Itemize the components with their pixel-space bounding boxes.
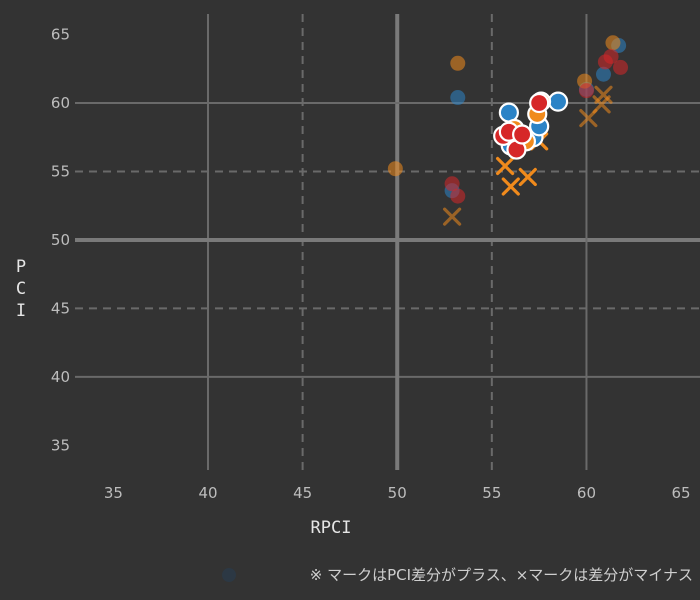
- x-tick-label: 60: [577, 484, 596, 502]
- x-tick-label: 50: [388, 484, 407, 502]
- footnote-circle-icon: [222, 568, 236, 582]
- y-tick-label: 55: [51, 162, 70, 180]
- y-axis-title-char: P: [16, 257, 26, 277]
- y-axis-title-char: C: [16, 279, 26, 299]
- x-tick-label: 40: [198, 484, 217, 502]
- footnote: ※ マークはPCI差分がプラス、×マークは差分がマイナス: [222, 566, 693, 584]
- y-axis-title: PCI: [16, 257, 26, 321]
- red-circle-point: [529, 92, 550, 114]
- blue-circle-point: [547, 91, 569, 112]
- blue-circle-point: [450, 90, 466, 106]
- y-tick-label: 65: [51, 26, 70, 44]
- red-circle-point: [578, 83, 594, 99]
- orange-cross-point: [594, 85, 613, 104]
- red-circle-point: [603, 48, 619, 64]
- orange-circle-point: [605, 35, 621, 51]
- orange-cross-point: [443, 207, 462, 226]
- x-axis-title: RPCI: [311, 518, 352, 538]
- x-tick-label: 45: [293, 484, 312, 502]
- blue-circle-point: [595, 66, 611, 82]
- orange-circle-point: [387, 161, 403, 177]
- tick-layer: 35 40 45 50 55 60 65 35 40 45 50 55 60 65: [51, 26, 691, 502]
- point-layer: [387, 35, 629, 226]
- orange-circle-point: [450, 55, 466, 71]
- y-tick-label: 50: [51, 231, 70, 249]
- y-tick-label: 45: [51, 299, 70, 317]
- x-tick-label: 55: [482, 484, 501, 502]
- grid-layer: [75, 14, 700, 470]
- y-tick-label: 35: [51, 436, 70, 454]
- y-tick-label: 60: [51, 94, 70, 112]
- x-tick-label: 35: [104, 484, 123, 502]
- footnote-text: ※ マークはPCI差分がプラス、×マークは差分がマイナス: [310, 566, 693, 584]
- red-circle-point: [450, 188, 466, 204]
- y-tick-label: 40: [51, 368, 70, 386]
- blue-circle-point: [498, 102, 519, 123]
- x-tick-label: 65: [672, 484, 691, 502]
- y-axis-title-char: I: [16, 301, 26, 321]
- red-circle-point: [512, 124, 533, 145]
- red-circle-point: [444, 176, 460, 192]
- orange-cross-point: [495, 156, 515, 176]
- orange-cross-point: [518, 167, 537, 187]
- red-circle-point: [613, 59, 629, 75]
- orange-cross-point: [501, 177, 520, 196]
